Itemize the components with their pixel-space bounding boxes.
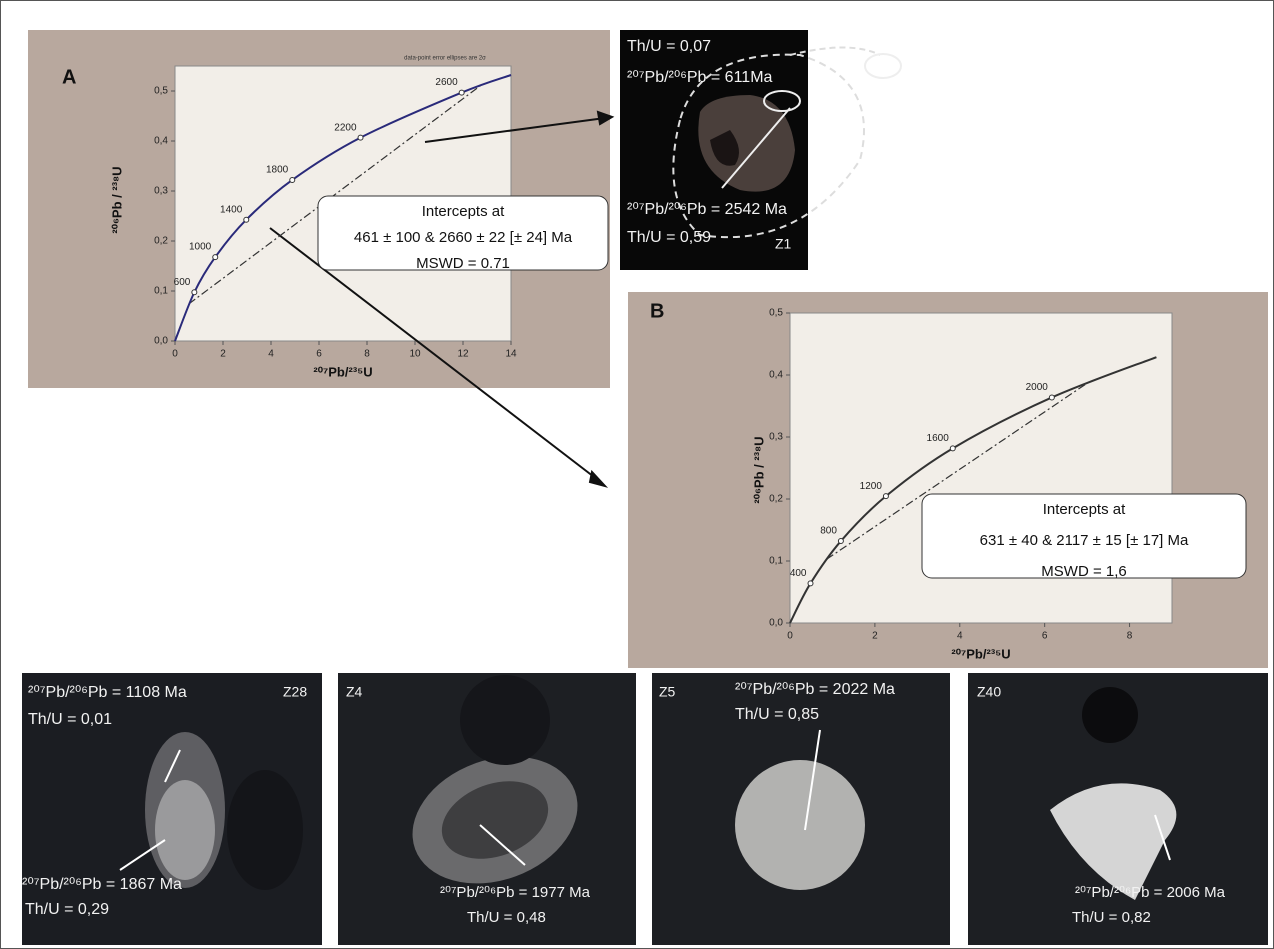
image-annotation: Th/U = 0,07 (627, 38, 711, 55)
image-annotation: ²⁰⁷Pb/²⁰⁶Pb = 2006 Ma (1075, 884, 1226, 901)
image-annotation: Z5 (659, 684, 676, 700)
y-tick-label: 0,1 (154, 286, 168, 297)
y-tick-label: 0,5 (154, 86, 168, 97)
x-tick-label: 10 (409, 349, 421, 360)
x-tick-label: 2 (872, 631, 878, 642)
image-annotation: ²⁰⁷Pb/²⁰⁶Pb = 2022 Ma (735, 681, 895, 698)
age-label: 1400 (220, 204, 243, 215)
x-tick-label: 0 (787, 631, 793, 642)
x-axis-label: ²⁰⁷Pb/²³⁵U (313, 364, 372, 379)
x-tick-label: 0 (172, 349, 178, 360)
image-annotation: Th/U = 0,48 (467, 909, 546, 926)
age-label: 600 (174, 277, 191, 288)
y-tick-label: 0,4 (154, 136, 168, 147)
age-label: 1600 (927, 433, 950, 444)
age-marker (358, 135, 363, 140)
image-annotation: Th/U = 0,29 (25, 901, 109, 918)
age-marker (459, 90, 464, 95)
age-marker (244, 217, 249, 222)
age-label: 1000 (189, 242, 212, 253)
x-tick-label: 12 (457, 349, 469, 360)
y-tick-label: 0,2 (154, 236, 168, 247)
age-marker (1049, 395, 1054, 400)
image-z40 (968, 673, 1268, 945)
x-tick-label: 8 (364, 349, 370, 360)
x-tick-label: 6 (1042, 631, 1048, 642)
image-annotation: Th/U = 0,59 (627, 229, 711, 246)
intercept-text: MSWD = 0.71 (416, 255, 510, 272)
x-tick-label: 4 (268, 349, 274, 360)
image-annotation: Th/U = 0,01 (28, 711, 112, 728)
figure: 0 2 4 6 8 10 12 14 0,0 0,1 0,2 0,3 0,4 0,5 ²⁰⁷Pb/²³⁵U ²… (0, 0, 1274, 949)
image-annotation: Z28 (283, 684, 307, 700)
y-tick-label: 0,3 (154, 186, 168, 197)
x-tick-label: 2 (220, 349, 226, 360)
age-marker (838, 539, 843, 544)
age-marker (950, 446, 955, 451)
image-annotation: ²⁰⁷Pb/²⁰⁶Pb = 1977 Ma (440, 884, 591, 901)
image-annotation: ²⁰⁷Pb/²⁰⁶Pb = 611Ma (627, 69, 773, 86)
image-annotation: Z40 (977, 684, 1001, 700)
y-axis-label: ²⁰⁶Pb / ²³⁸U (751, 436, 766, 503)
image-annotation: Th/U = 0,82 (1072, 909, 1151, 926)
x-tick-label: 14 (505, 349, 517, 360)
y-tick-label: 0,3 (769, 432, 783, 443)
image-annotation: Z4 (346, 684, 363, 700)
image-annotation: Z1 (775, 236, 792, 252)
image-annotation: ²⁰⁷Pb/²⁰⁶Pb = 2542 Ma (627, 201, 787, 218)
x-axis-label: ²⁰⁷Pb/²³⁵U (951, 646, 1010, 661)
age-marker (290, 177, 295, 182)
panel-title: B (650, 300, 664, 322)
y-tick-label: 0,4 (769, 370, 783, 381)
age-label: 2200 (334, 122, 357, 133)
intercept-text: MSWD = 1,6 (1041, 563, 1126, 580)
image-z4 (338, 673, 636, 945)
x-tick-label: 6 (316, 349, 322, 360)
x-tick-label: 4 (957, 631, 963, 642)
y-tick-label: 0,1 (769, 556, 783, 567)
intercept-text: Intercepts at (1043, 501, 1126, 518)
intercept-text: 631 ± 40 & 2117 ± 15 [± 17] Ma (980, 532, 1189, 549)
age-marker (213, 255, 218, 260)
x-tick-label: 8 (1127, 631, 1133, 642)
image-annotation: Th/U = 0,85 (735, 706, 819, 723)
age-label: 2000 (1026, 382, 1049, 393)
note: data-point error ellipses are 2σ (404, 56, 486, 62)
age-marker (808, 581, 813, 586)
image-annotation: ²⁰⁷Pb/²⁰⁶Pb = 1867 Ma (22, 876, 182, 893)
age-marker (192, 290, 197, 295)
y-tick-label: 0,5 (769, 308, 783, 319)
image-annotation: ²⁰⁷Pb/²⁰⁶Pb = 1108 Ma (28, 684, 187, 701)
age-label: 1200 (860, 481, 883, 492)
y-tick-label: 0,2 (769, 494, 783, 505)
age-label: 1800 (266, 165, 289, 176)
age-marker (883, 494, 888, 499)
age-label: 400 (790, 568, 807, 579)
intercept-text: Intercepts at (422, 203, 505, 220)
panel-title: A (62, 66, 76, 88)
y-axis-label: ²⁰⁶Pb / ²³⁸U (109, 166, 124, 233)
y-tick-label: 0,0 (154, 336, 168, 347)
y-tick-label: 0,0 (769, 618, 783, 629)
age-label: 2600 (435, 77, 458, 88)
intercept-text: 461 ± 100 & 2660 ± 22 [± 24] Ma (354, 229, 573, 246)
age-label: 800 (820, 526, 837, 537)
